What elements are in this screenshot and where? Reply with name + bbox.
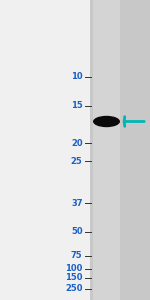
Bar (93, 0, 120, 300)
Text: 250: 250 (65, 284, 83, 293)
Bar (90, 0, 150, 300)
Text: 75: 75 (71, 251, 83, 260)
Text: 10: 10 (71, 72, 83, 81)
Ellipse shape (93, 116, 120, 127)
Text: 150: 150 (65, 273, 83, 282)
Text: 20: 20 (71, 139, 83, 148)
Text: 50: 50 (71, 227, 83, 236)
Text: 100: 100 (65, 264, 82, 273)
Text: 25: 25 (71, 157, 82, 166)
Text: 37: 37 (71, 199, 83, 208)
Text: 15: 15 (71, 101, 82, 110)
